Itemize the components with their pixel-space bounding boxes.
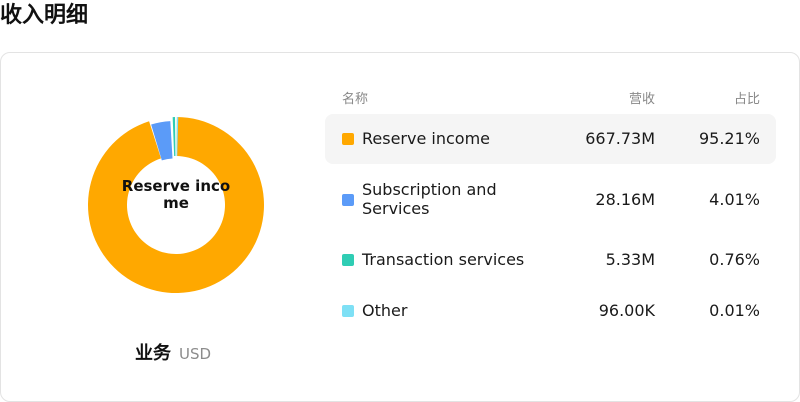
donut-slice-0[interactable]: [88, 117, 264, 293]
row-share: 0.76%: [709, 250, 760, 269]
currency-unit: USD: [179, 345, 212, 363]
page-title: 收入明细: [0, 3, 89, 28]
row-name: Reserve income: [362, 129, 490, 148]
row-name: Other: [362, 301, 408, 320]
header-revenue: 营收: [628, 92, 655, 107]
legend-swatch: [342, 133, 354, 145]
table-row-transaction[interactable]: Transaction services 5.33M 0.76%: [325, 235, 776, 285]
donut-center-label: Reserve income: [121, 177, 231, 212]
row-name: Transaction services: [362, 250, 525, 269]
row-share: 0.01%: [709, 301, 760, 320]
row-share: 4.01%: [709, 190, 760, 209]
revenue-card: Reserve income 业务 USD 名称 营收 占比 Reserve i…: [0, 52, 800, 402]
table-row-other[interactable]: Other 96.00K 0.01%: [325, 286, 776, 336]
donut-slice-2[interactable]: [172, 117, 176, 157]
donut-chart: Reserve income: [87, 116, 265, 294]
donut-svg: [88, 117, 264, 293]
legend-swatch: [342, 305, 354, 317]
donut-slice-1[interactable]: [151, 121, 173, 161]
legend-swatch: [342, 194, 354, 206]
business-title: 业务: [135, 343, 171, 364]
legend-swatch: [342, 254, 354, 266]
table-row-reserve-income[interactable]: Reserve income 667.73M 95.21%: [325, 114, 776, 164]
table-row-subscription[interactable]: Subscription and Services 28.16M 4.01%: [325, 175, 776, 225]
row-revenue: 5.33M: [605, 250, 655, 269]
header-name: 名称: [342, 92, 369, 107]
row-share: 95.21%: [698, 129, 760, 148]
donut-slice-3[interactable]: [176, 117, 179, 157]
table-header: 名称 营收 占比: [342, 88, 760, 107]
row-revenue: 96.00K: [598, 301, 655, 320]
header-share: 占比: [733, 92, 760, 107]
business-label: 业务 USD: [135, 339, 211, 365]
row-revenue: 28.16M: [595, 190, 655, 209]
row-name: Subscription and Services: [362, 180, 497, 218]
row-revenue: 667.73M: [585, 129, 655, 148]
